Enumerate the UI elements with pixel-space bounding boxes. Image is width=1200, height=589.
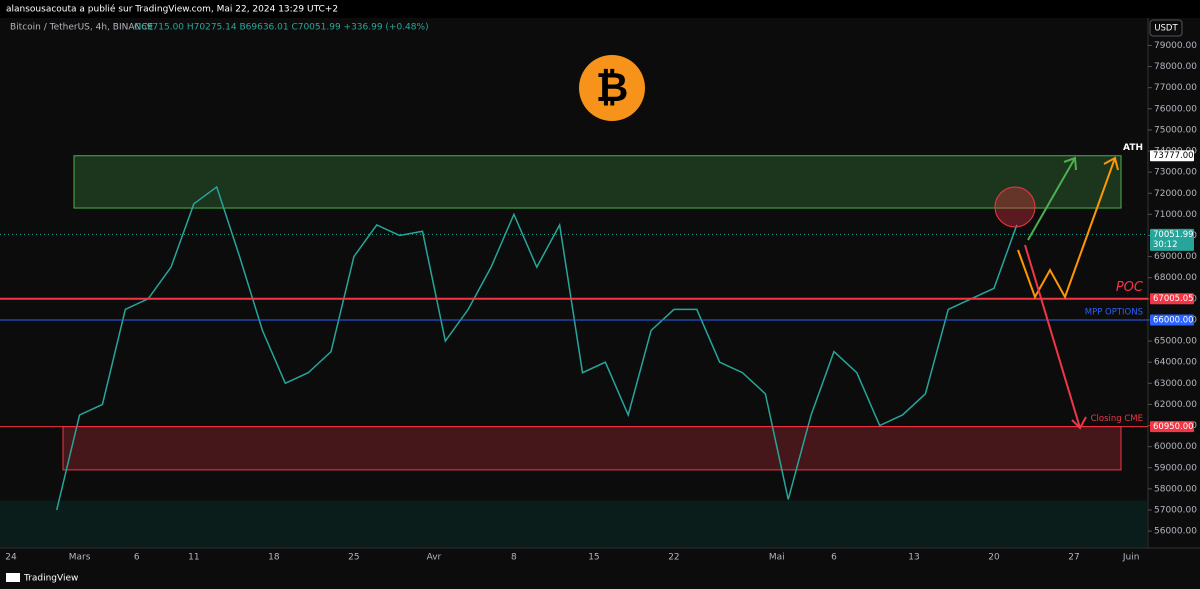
bitcoin-logo: ₿	[579, 55, 645, 121]
y-tick-label: 65000.00	[1154, 337, 1197, 347]
level-name: POC	[1116, 280, 1144, 295]
price-label-box	[1150, 421, 1194, 433]
y-tick-label: 56000.00	[1154, 527, 1197, 537]
x-tick-label: 25	[348, 553, 359, 563]
x-tick-label: 15	[588, 553, 599, 563]
x-tick-label: Juin	[1122, 553, 1140, 563]
price-label-box	[1150, 314, 1194, 326]
currency-button[interactable]	[1149, 19, 1183, 37]
top-bar	[0, 0, 1200, 18]
scenario-arrows	[1017, 156, 1119, 430]
y-tick-label: 57000.00	[1154, 505, 1197, 515]
currency: USDT	[1154, 24, 1178, 34]
y-tick-label: 72000.00	[1154, 189, 1197, 199]
x-tick-label: 24	[5, 553, 17, 563]
level-name: ATH	[1123, 143, 1143, 153]
price-label-box	[1150, 228, 1194, 251]
zone	[62, 426, 1122, 471]
y-tick-label: 71000.00	[1154, 210, 1197, 220]
price-label: 66000.00	[1153, 315, 1194, 325]
brand-text: TradingView	[23, 574, 78, 584]
x-tick-label: Mai	[769, 553, 785, 563]
countdown: 30:12	[1153, 240, 1178, 250]
y-tick-label: 59000.00	[1154, 463, 1197, 473]
level-name: Closing CME	[1091, 414, 1143, 424]
y-tick-label: 79000.00	[1154, 41, 1197, 51]
symbol: Bitcoin / TetherUS, 4h, BINANCE	[10, 23, 154, 33]
x-tick-label: 20	[988, 553, 1000, 563]
y-tick-label: 76000.00	[1154, 104, 1197, 114]
price-label: 70051.99	[1153, 230, 1194, 240]
y-tick-label: 69000.00	[1154, 252, 1197, 262]
x-tick-label: 6	[831, 553, 837, 563]
price-label-box	[1150, 150, 1194, 162]
level-name: MPP OPTIONS	[1085, 307, 1143, 317]
y-tick-label: 58000.00	[1154, 484, 1197, 494]
y-tick-label: 75000.00	[1154, 125, 1197, 135]
price-label: 73777.00	[1153, 151, 1194, 161]
x-tick-label: Mars	[69, 553, 91, 563]
y-tick-label: 73000.00	[1154, 168, 1197, 178]
highlight-circle	[994, 186, 1036, 228]
published: alansousacouta a publié sur TradingView.…	[6, 4, 338, 15]
y-tick-label: 64000.00	[1154, 358, 1197, 368]
y-tick-label: 78000.00	[1154, 62, 1197, 72]
price-label: 60950.00	[1153, 422, 1194, 432]
x-tick-label: 8	[511, 553, 517, 563]
price-line	[55, 185, 1018, 511]
x-tick-label: 22	[668, 553, 679, 563]
ohlc: O69715.00 H70275.14 B69636.01 C70051.99 …	[134, 23, 429, 33]
x-tick-label: Avr	[427, 553, 442, 563]
x-tick-label: 27	[1068, 553, 1079, 563]
y-tick-label: 68000.00	[1154, 273, 1197, 283]
y-tick-label: 77000.00	[1154, 83, 1197, 93]
y-tick-label: 60000.00	[1154, 442, 1197, 452]
zone	[73, 155, 1122, 209]
svg-text:₿: ₿	[596, 65, 629, 111]
zone	[0, 500, 1148, 548]
price-label: 67005.05	[1153, 294, 1194, 304]
x-tick-label: 6	[134, 553, 140, 563]
x-tick-label: 13	[908, 553, 919, 563]
price-label-box	[1150, 293, 1194, 305]
x-tick-label: 18	[268, 553, 280, 563]
brand: TradingView	[6, 573, 78, 584]
y-tick-label: 63000.00	[1154, 379, 1197, 389]
x-tick-label: 11	[188, 553, 199, 563]
y-tick-label: 62000.00	[1154, 400, 1197, 410]
